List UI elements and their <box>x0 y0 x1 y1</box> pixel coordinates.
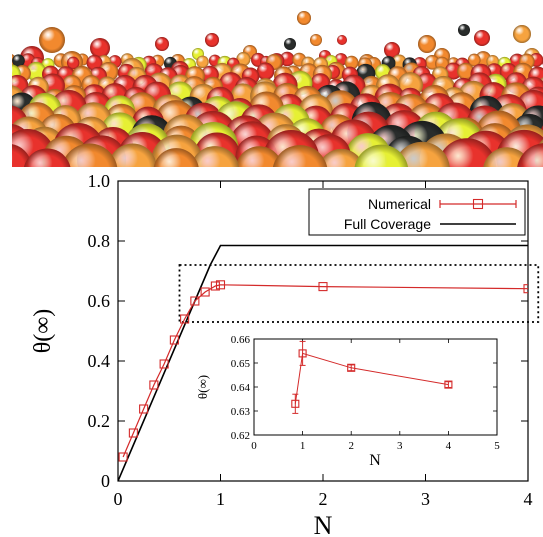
sphere-packing-photo <box>12 0 543 167</box>
y-tick-label: 0.2 <box>88 411 111 431</box>
sphere <box>513 25 531 43</box>
x-tick-label: 0 <box>114 489 123 509</box>
inset-x-tick-label: 3 <box>397 440 403 452</box>
sphere <box>337 35 347 45</box>
numerical-point <box>149 380 159 390</box>
sphere <box>236 52 251 67</box>
x-tick-label: 2 <box>319 489 328 509</box>
sphere <box>467 53 481 67</box>
sphere <box>310 34 322 46</box>
sphere <box>235 146 283 167</box>
numerical-point <box>159 359 169 369</box>
legend: Numerical Full Coverage <box>308 188 526 236</box>
sphere <box>108 143 157 167</box>
sphere <box>437 138 497 167</box>
sphere <box>458 24 470 36</box>
inset-y-tick-label: 0.65 <box>231 358 251 370</box>
sphere <box>155 37 169 51</box>
sphere <box>418 35 436 53</box>
sphere <box>90 38 110 58</box>
sphere <box>12 54 25 67</box>
inset-chart: 0 1 2 3 4 5 0.62 0.63 0.64 0.65 0.66 N θ(∞) <box>195 334 500 469</box>
sphere <box>457 62 475 80</box>
numerical-point <box>118 452 128 462</box>
inset-y-tick-label: 0.63 <box>231 406 251 418</box>
sphere <box>394 141 450 167</box>
full-coverage-line <box>118 244 528 481</box>
numerical-point <box>190 296 200 306</box>
sphere <box>297 11 311 25</box>
x-tick-label: 1 <box>216 489 225 509</box>
y-tick-label: 0 <box>101 471 110 491</box>
sphere <box>444 62 462 80</box>
sphere <box>354 144 409 167</box>
inset-y-axis-label: θ(∞) <box>195 375 210 399</box>
inset-x-tick-label: 2 <box>348 440 354 452</box>
inset-y-tick-label: 0.66 <box>231 334 251 346</box>
sphere <box>153 148 199 167</box>
x-axis-label: N <box>314 511 333 537</box>
numerical-line <box>122 284 528 458</box>
inset-numerical-line <box>294 352 449 404</box>
coverage-chart: 0 1 2 3 4 0 0.2 0.4 0.6 0.8 1.0 N θ(∞) Numerical F… <box>30 171 540 537</box>
inset-y-tick-label: 0.64 <box>231 382 251 394</box>
legend-label-full-coverage: Full Coverage <box>344 216 431 232</box>
inset-point <box>444 380 453 389</box>
inset-x-tick-label: 0 <box>251 440 257 452</box>
sphere <box>190 146 239 167</box>
sphere <box>344 55 359 70</box>
sphere <box>384 42 400 58</box>
sphere <box>26 61 47 82</box>
inset-y-tick-label: 0.62 <box>231 430 250 442</box>
numerical-point <box>139 404 149 414</box>
x-tick-label: 3 <box>421 489 430 509</box>
legend-marker-numerical <box>472 198 484 210</box>
inset-point <box>347 363 356 372</box>
x-tick-label: 4 <box>524 489 533 509</box>
y-tick-label: 1.0 <box>88 171 111 191</box>
numerical-point <box>318 282 328 292</box>
inset-x-tick-label: 5 <box>494 440 500 452</box>
inset-x-tick-label: 4 <box>446 440 452 452</box>
sphere <box>318 148 364 167</box>
y-tick-label: 0.8 <box>88 231 111 251</box>
inset-x-axis-label: N <box>369 452 381 469</box>
inset-point <box>291 399 300 408</box>
sphere <box>272 145 328 167</box>
sphere <box>474 30 490 46</box>
y-tick-label: 0.4 <box>88 351 111 371</box>
numerical-point <box>215 280 226 290</box>
sphere <box>284 38 296 50</box>
sphere <box>517 143 543 167</box>
inset-point <box>298 349 307 358</box>
sphere <box>256 62 275 81</box>
sphere <box>196 55 209 69</box>
numerical-point <box>128 428 138 438</box>
sphere <box>205 33 219 47</box>
sphere <box>23 148 71 167</box>
sphere <box>86 54 103 71</box>
y-axis-label: θ(∞) <box>30 309 56 354</box>
numerical-point <box>169 335 179 345</box>
legend-label-numerical: Numerical <box>368 196 431 212</box>
legend-box <box>308 188 526 236</box>
inset-background <box>254 339 497 435</box>
highlight-box <box>178 264 540 323</box>
sphere <box>61 143 118 167</box>
y-tick-label: 0.6 <box>88 291 111 311</box>
inset-x-tick-label: 1 <box>300 440 306 452</box>
numerical-point <box>180 314 190 324</box>
sphere <box>39 27 65 53</box>
numerical-point <box>200 287 210 297</box>
numerical-point <box>210 281 220 291</box>
numerical-point <box>523 284 528 294</box>
sphere <box>66 56 80 70</box>
